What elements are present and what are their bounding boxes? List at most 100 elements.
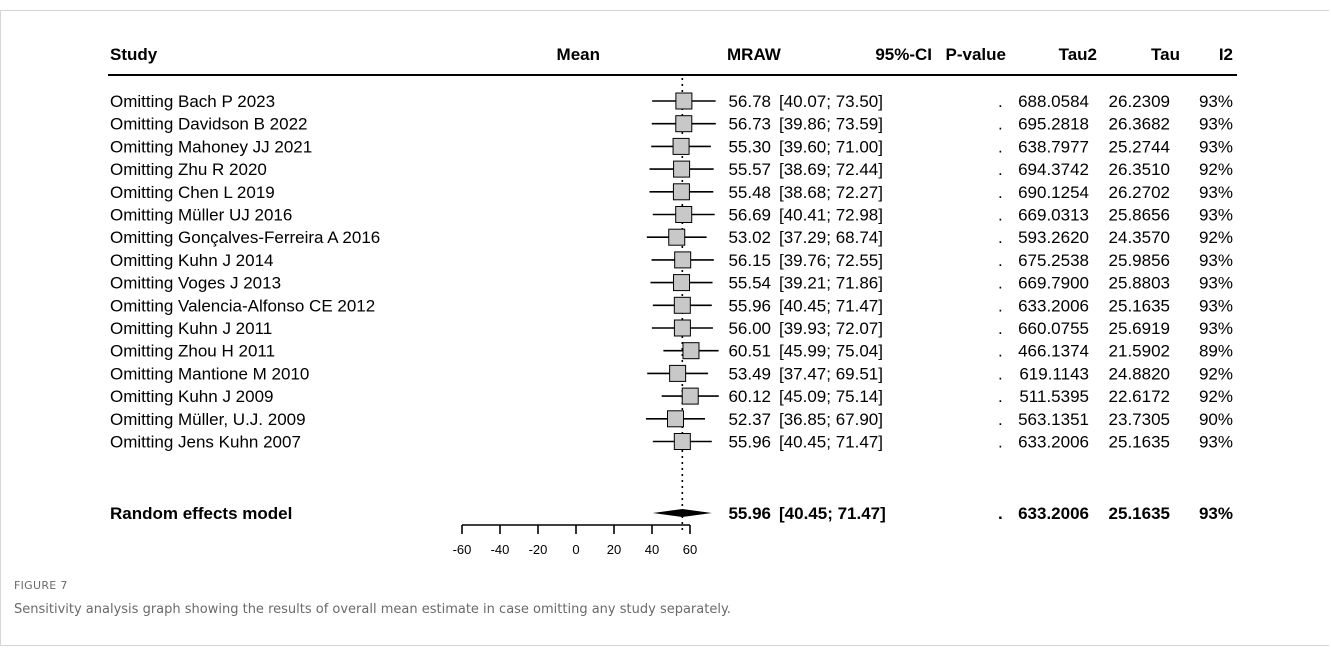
pvalue-value: . bbox=[998, 433, 1003, 452]
study-label: Omitting Jens Kuhn 2007 bbox=[110, 433, 301, 452]
summary-mraw: 55.96 bbox=[728, 504, 771, 523]
ci-value: [39.60; 71.00] bbox=[779, 137, 883, 156]
header-pvalue: P-value bbox=[946, 45, 1006, 64]
i2-value: 93% bbox=[1199, 296, 1233, 315]
study-label: Omitting Kuhn J 2011 bbox=[110, 319, 272, 338]
tau2-value: 694.3742 bbox=[1018, 160, 1089, 179]
study-row: Omitting Zhou H 2011 60.51 [45.99; 75.04].… bbox=[110, 342, 1233, 361]
i2-value: 92% bbox=[1199, 364, 1233, 383]
ci-value: [36.85; 67.90] bbox=[779, 410, 883, 429]
i2-value: 93% bbox=[1199, 319, 1233, 338]
pvalue-value: . bbox=[998, 115, 1003, 134]
study-row: Omitting Gonçalves-Ferreira A 2016 53.02 [… bbox=[110, 228, 1233, 247]
ci-value: [39.76; 72.55] bbox=[779, 251, 883, 270]
summary-diamond bbox=[652, 509, 712, 517]
mraw-value: 56.00 bbox=[728, 319, 771, 338]
i2-value: 93% bbox=[1199, 92, 1233, 111]
study-row: Omitting Davidson B 2022 56.73 [39.86; 73.… bbox=[110, 115, 1233, 134]
i2-value: 92% bbox=[1199, 228, 1233, 247]
study-row: Omitting Valencia-Alfonso CE 2012 55.96 [4… bbox=[110, 296, 1233, 315]
study-row: Omitting Müller, U.J. 2009 52.37 [36.85; 6… bbox=[110, 410, 1233, 429]
pvalue-value: . bbox=[998, 160, 1003, 179]
summary-ci: [40.45; 71.47] bbox=[779, 504, 886, 523]
i2-value: 92% bbox=[1199, 160, 1233, 179]
i2-value: 89% bbox=[1199, 342, 1233, 361]
ci-value: [39.21; 71.86] bbox=[779, 274, 883, 293]
ci-value: [40.45; 71.47] bbox=[779, 433, 883, 452]
study-row: Omitting Kuhn J 2014 56.15 [39.76; 72.55].… bbox=[110, 251, 1233, 270]
tau-value: 25.6919 bbox=[1109, 319, 1170, 338]
mraw-value: 56.69 bbox=[728, 206, 771, 225]
mraw-value: 55.48 bbox=[728, 183, 771, 202]
mraw-value: 55.30 bbox=[728, 137, 771, 156]
study-label: Omitting Zhu R 2020 bbox=[110, 160, 267, 179]
mraw-value: 60.12 bbox=[728, 387, 771, 406]
pvalue-value: . bbox=[998, 387, 1003, 406]
tau-value: 25.8656 bbox=[1109, 206, 1170, 225]
estimate-box bbox=[673, 319, 691, 337]
tau2-value: 688.0584 bbox=[1018, 92, 1089, 111]
x-tick-label: 0 bbox=[572, 542, 579, 557]
x-tick-label: 20 bbox=[607, 542, 621, 557]
estimate-box bbox=[675, 206, 693, 223]
ci-value: [38.69; 72.44] bbox=[779, 160, 883, 179]
ci-value: [45.99; 75.04] bbox=[779, 342, 883, 361]
ci-value: [40.07; 73.50] bbox=[779, 92, 883, 111]
study-label: Omitting Bach P 2023 bbox=[110, 92, 275, 111]
ci-value: [45.09; 75.14] bbox=[779, 387, 883, 406]
tau-value: 25.9856 bbox=[1109, 251, 1170, 270]
forest-plot: Study Mean MRAW 95%-CI P-value Tau2 Tau … bbox=[108, 45, 1237, 557]
mraw-value: 55.96 bbox=[728, 296, 771, 315]
pvalue-value: . bbox=[998, 296, 1003, 315]
study-label: Omitting Mantione M 2010 bbox=[110, 364, 309, 383]
header-tau2: Tau2 bbox=[1059, 45, 1097, 64]
study-label: Omitting Davidson B 2022 bbox=[110, 115, 308, 134]
study-label: Omitting Müller UJ 2016 bbox=[110, 206, 292, 225]
header-ci: 95%-CI bbox=[875, 45, 932, 64]
study-label: Omitting Mahoney JJ 2021 bbox=[110, 137, 312, 156]
estimate-box bbox=[667, 410, 685, 428]
pvalue-value: . bbox=[998, 342, 1003, 361]
header-study: Study bbox=[110, 45, 158, 64]
header-mean: Mean bbox=[557, 45, 600, 64]
pvalue-value: . bbox=[998, 228, 1003, 247]
summary-tau2: 633.2006 bbox=[1018, 504, 1089, 523]
study-label: Omitting Müller, U.J. 2009 bbox=[110, 410, 306, 429]
pvalue-value: . bbox=[998, 251, 1003, 270]
mraw-value: 60.51 bbox=[728, 342, 771, 361]
i2-value: 90% bbox=[1199, 410, 1233, 429]
estimate-box bbox=[674, 251, 692, 269]
ci-value: [39.93; 72.07] bbox=[779, 319, 883, 338]
mraw-value: 53.49 bbox=[728, 364, 771, 383]
tau2-value: 593.2620 bbox=[1018, 228, 1089, 247]
study-row: Omitting Kuhn J 2011 56.00 [39.93; 72.07].… bbox=[110, 319, 1233, 338]
header-tau: Tau bbox=[1151, 45, 1180, 64]
pvalue-value: . bbox=[998, 274, 1003, 293]
x-tick-label: 40 bbox=[645, 542, 659, 557]
estimate-box bbox=[681, 387, 699, 405]
study-row: Omitting Müller UJ 2016 56.69 [40.41; 72.9… bbox=[110, 206, 1233, 225]
study-label: Omitting Gonçalves-Ferreira A 2016 bbox=[110, 228, 380, 247]
estimate-box bbox=[672, 183, 690, 201]
study-row: Omitting Mahoney JJ 2021 55.30 [39.60; 71.… bbox=[110, 137, 1233, 156]
mraw-value: 53.02 bbox=[728, 228, 771, 247]
mraw-value: 55.54 bbox=[728, 274, 771, 293]
tau-value: 26.2309 bbox=[1109, 92, 1170, 111]
summary-label: Random effects model bbox=[110, 504, 292, 523]
tau-value: 25.1635 bbox=[1109, 433, 1170, 452]
i2-value: 93% bbox=[1199, 115, 1233, 134]
x-tick-label: 60 bbox=[683, 542, 697, 557]
i2-value: 93% bbox=[1199, 251, 1233, 270]
figure-label: FIGURE 7 bbox=[14, 579, 68, 592]
i2-value: 93% bbox=[1199, 137, 1233, 156]
estimate-box bbox=[672, 137, 690, 155]
i2-value: 93% bbox=[1199, 206, 1233, 225]
estimate-box bbox=[682, 342, 700, 360]
study-row: Omitting Mantione M 2010 53.49 [37.47; 69.… bbox=[110, 364, 1233, 383]
tau-value: 25.8803 bbox=[1109, 274, 1170, 293]
study-label: Omitting Chen L 2019 bbox=[110, 183, 275, 202]
ci-value: [38.68; 72.27] bbox=[779, 183, 883, 202]
header-i2: I2 bbox=[1219, 45, 1233, 64]
tau-value: 24.8820 bbox=[1109, 364, 1170, 383]
tau-value: 26.2702 bbox=[1109, 183, 1170, 202]
